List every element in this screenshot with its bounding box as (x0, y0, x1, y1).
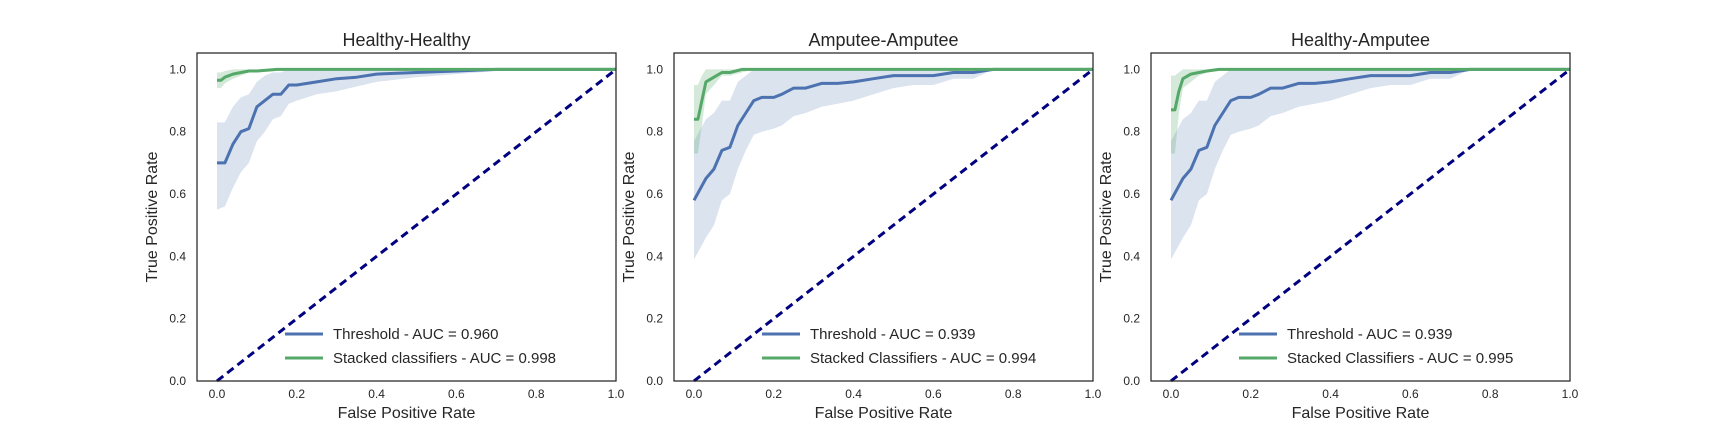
legend-label-2: Stacked classifiers - AUC = 0.998 (333, 350, 556, 367)
chart-title: Healthy-Amputee (1291, 30, 1430, 50)
x-tick-label: 1.0 (1562, 387, 1579, 401)
y-tick-label: 0.2 (646, 312, 663, 326)
x-tick-label: 0.8 (528, 387, 545, 401)
x-tick-label: 0.8 (1482, 387, 1499, 401)
series-line-2 (694, 67, 1093, 121)
x-axis-label: False Positive Rate (338, 405, 476, 422)
x-tick-label: 0.2 (288, 387, 305, 401)
chart-title: Amputee-Amputee (808, 30, 958, 50)
y-tick-label: 0.8 (169, 125, 186, 139)
y-tick-label: 0.8 (1123, 125, 1140, 139)
y-tick-label: 0.2 (1123, 312, 1140, 326)
x-axis-label: False Positive Rate (815, 405, 953, 422)
x-tick-label: 0.6 (925, 387, 942, 401)
legend-label-2: Stacked Classifiers - AUC = 0.995 (1287, 350, 1513, 367)
series-line-1 (1169, 67, 1570, 202)
y-tick-label: 0.4 (169, 249, 186, 263)
series-line-1 (692, 67, 1093, 202)
confidence-band-1 (217, 69, 616, 210)
y-tick-label: 0.0 (169, 374, 186, 388)
y-tick-label: 0.4 (646, 249, 663, 263)
series-line-2 (1171, 67, 1570, 112)
x-tick-label: 1.0 (1085, 387, 1102, 401)
plot-frame (1150, 52, 1571, 382)
plot-frame (673, 52, 1094, 382)
chance-diagonal-line (1170, 68, 1571, 383)
x-tick-label: 0.0 (209, 387, 226, 401)
confidence-band-1 (1171, 69, 1570, 260)
chance-diagonal-line (693, 68, 1094, 383)
y-tick-label: 1.0 (169, 62, 186, 76)
legend-label-1: Threshold - AUC = 0.960 (333, 326, 499, 343)
x-tick-label: 0.4 (1322, 387, 1339, 401)
confidence-band-1 (694, 69, 1093, 260)
x-tick-label: 1.0 (608, 387, 625, 401)
x-tick-label: 0.6 (1402, 387, 1419, 401)
y-tick-label: 0.8 (646, 125, 663, 139)
chart-panel-2: 0.0 0.2 0.4 0.6 0.8 1.0 0.0 0.2 0.4 0.6 0.8 1.0 Ampu… (621, 30, 1102, 422)
chart-panel-3: 0.0 0.2 0.4 0.6 0.8 1.0 0.0 0.2 0.4 0.6 0.8 1.0 Heal… (1098, 30, 1579, 422)
chart-panel-1: 0.0 0.2 0.4 0.6 0.8 1.0 0.0 0.2 0.4 0.6 0.8 1.0 Heal… (144, 30, 625, 422)
y-tick-label: 0.6 (169, 187, 186, 201)
y-tick-label: 1.0 (646, 62, 663, 76)
y-tick-label: 0.6 (646, 187, 663, 201)
x-tick-label: 0.2 (1242, 387, 1259, 401)
chart-title: Healthy-Healthy (342, 30, 470, 50)
y-axis-label: True Positive Rate (144, 151, 161, 282)
x-tick-label: 0.2 (765, 387, 782, 401)
x-tick-label: 0.0 (686, 387, 703, 401)
y-tick-label: 0.2 (169, 312, 186, 326)
series-line-2 (217, 67, 616, 82)
y-axis-label: True Positive Rate (621, 151, 638, 282)
legend-label-2: Stacked Classifiers - AUC = 0.994 (810, 350, 1036, 367)
x-axis-label: False Positive Rate (1292, 405, 1430, 422)
x-tick-label: 0.6 (448, 387, 465, 401)
x-tick-label: 0.0 (1163, 387, 1180, 401)
chance-diagonal-line (216, 68, 617, 383)
y-tick-label: 1.0 (1123, 62, 1140, 76)
y-tick-label: 0.4 (1123, 249, 1140, 263)
plot-frame (196, 52, 617, 382)
legend-label-1: Threshold - AUC = 0.939 (810, 326, 976, 343)
x-tick-label: 0.4 (845, 387, 862, 401)
y-tick-label: 0.6 (1123, 187, 1140, 201)
legend-label-1: Threshold - AUC = 0.939 (1287, 326, 1453, 343)
y-tick-label: 0.0 (1123, 374, 1140, 388)
y-tick-label: 0.0 (646, 374, 663, 388)
y-axis-label: True Positive Rate (1098, 151, 1115, 282)
x-tick-label: 0.8 (1005, 387, 1022, 401)
x-tick-label: 0.4 (368, 387, 385, 401)
